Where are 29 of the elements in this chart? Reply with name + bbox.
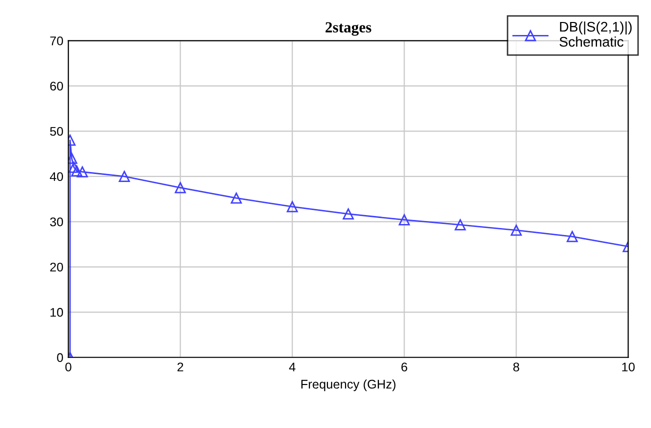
y-tick-label: 10 [50,308,64,317]
point [398,214,410,226]
point [342,208,354,220]
point [174,182,186,194]
y-tick-label: 50 [50,126,64,136]
x-axis-title: Frequency (GHz) [301,379,396,392]
y-tick-label: 70 [50,36,64,46]
x-tick-label: 6 [401,362,408,372]
x-tick-label: 2 [177,362,184,372]
legend-label: DB(|S(2,1)|) Schematic [560,21,632,47]
y-tick-label: 40 [50,172,64,182]
point [566,231,578,242]
y-tick-label: 60 [50,82,64,91]
point [68,162,80,173]
y-tick-label: 20 [50,262,64,272]
point [118,170,130,182]
point [454,219,466,230]
point [71,165,82,177]
point [286,201,298,212]
y-tick-label: 0 [57,353,64,362]
x-tick-label: 4 [289,362,296,372]
x-tick-label: 8 [513,362,520,372]
y-tick-label: 30 [50,217,64,226]
point [230,192,242,204]
x-tick-label: 0 [65,362,72,372]
point [510,224,522,236]
x-tick-label: 10 [622,362,635,372]
point [76,166,88,178]
chart-title: 2stages [326,22,372,36]
